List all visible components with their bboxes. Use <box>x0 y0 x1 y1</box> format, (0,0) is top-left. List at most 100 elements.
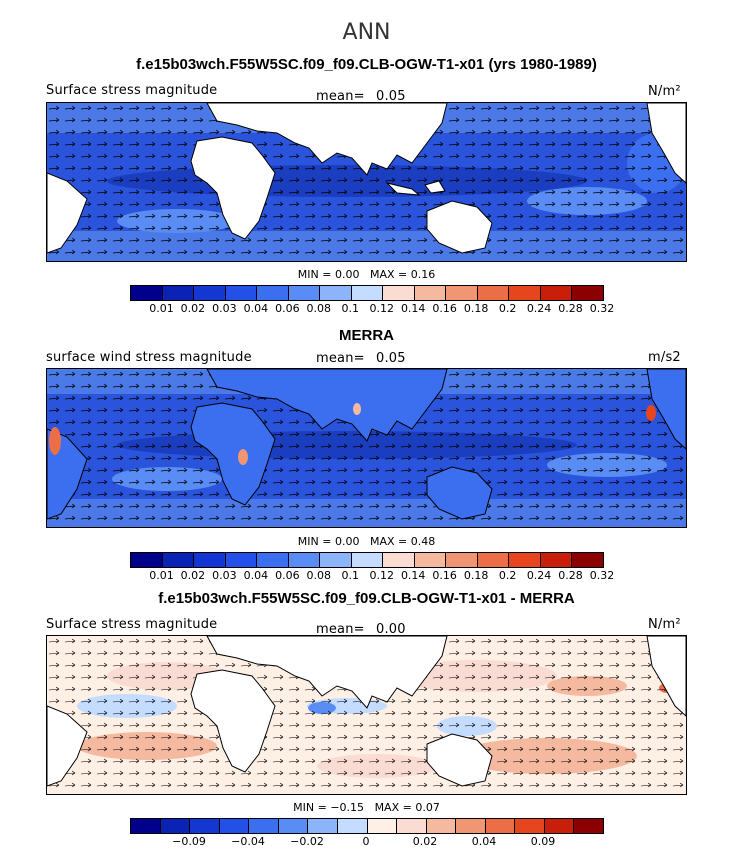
panel1-map <box>46 102 687 262</box>
colorbar-swatch <box>194 286 226 300</box>
australia-landmass <box>426 200 493 254</box>
colorbar-swatch <box>540 553 573 567</box>
colorbar-tick-label: 0.2 <box>498 569 517 582</box>
colorbar-swatch <box>477 553 510 567</box>
colorbar-swatch <box>367 819 398 833</box>
colorbar-swatch <box>131 553 163 567</box>
panel2-mean-label: mean= <box>316 351 365 366</box>
colorbar-swatch <box>426 819 457 833</box>
panel2-map <box>46 368 687 528</box>
panel2-min-label: MIN = <box>297 535 332 548</box>
colorbar-tick-label: 0.2 <box>498 302 517 315</box>
panel1-max-label: MAX = <box>369 268 408 281</box>
colorbar-tick-label: 0.1 <box>341 569 360 582</box>
colorbar-tick-label: 0.09 <box>530 835 556 848</box>
panel2-field-label: surface wind stress magnitude <box>46 350 252 365</box>
colorbar-tick-label: −0.09 <box>172 835 206 848</box>
panel3-min-value: −0.15 <box>330 801 365 814</box>
colorbar-tick-label: 0.32 <box>589 569 615 582</box>
colorbar-swatch <box>308 819 338 833</box>
panel1-title: f.e15b03wch.F55W5SC.f09_f09.CLB-OGW-T1-x… <box>136 56 597 73</box>
panel3-min-label: MIN = <box>293 801 327 814</box>
panel2-colorbar-ticks: 0.01 0.02 0.03 0.04 0.06 0.08 0.1 0.12 0.14 0.16 0… <box>130 569 614 583</box>
colorbar-tick-label: 0.03 <box>212 569 237 582</box>
colorbar-swatch <box>509 286 541 300</box>
colorbar-tick-label: 0.01 <box>149 569 174 582</box>
colorbar-swatch <box>446 553 478 567</box>
colorbar-swatch <box>397 819 427 833</box>
colorbar-tick-label: 0.16 <box>432 569 457 582</box>
colorbar-swatch <box>225 553 258 567</box>
colorbar-swatch <box>162 553 195 567</box>
panel1-colorbar-ticks: 0.01 0.02 0.03 0.04 0.06 0.08 0.1 0.12 0.14 0.16 0… <box>130 302 614 316</box>
colorbar-tick-label: 0.24 <box>526 302 552 315</box>
colorbar-swatch <box>477 286 510 300</box>
colorbar-tick-label: 0.02 <box>412 835 438 848</box>
panel3-map <box>46 635 687 795</box>
colorbar-tick-label: 0.06 <box>275 302 300 315</box>
colorbar-swatch <box>162 286 195 300</box>
colorbar-swatch <box>414 553 447 567</box>
colorbar-swatch <box>572 553 603 567</box>
panel2-title: MERRA <box>339 327 394 344</box>
colorbar-tick-label: 0.32 <box>589 302 615 315</box>
panel3-mean-value: 0.00 <box>376 622 406 637</box>
colorbar-swatch <box>446 286 478 300</box>
colorbar-swatch <box>540 286 573 300</box>
colorbar-swatch <box>219 819 250 833</box>
figure-title: ANN <box>342 20 391 45</box>
colorbar-swatch <box>160 819 191 833</box>
panel1-mean-value: 0.05 <box>376 89 406 104</box>
colorbar-tick-label: 0.08 <box>306 569 332 582</box>
colorbar-swatch <box>288 286 321 300</box>
colorbar-swatch <box>278 819 309 833</box>
colorbar-tick-label: 0.14 <box>400 302 426 315</box>
colorbar-tick-label: 0.03 <box>212 302 237 315</box>
colorbar-swatch <box>257 553 289 567</box>
panel1-min-value: 0.00 <box>334 268 360 281</box>
colorbar-swatch <box>515 819 545 833</box>
colorbar-tick-label: 0.14 <box>400 569 426 582</box>
panel3-max-value: 0.07 <box>415 801 440 814</box>
panel2-min-value: 0.00 <box>334 535 360 548</box>
eurasia-landmass <box>206 103 448 176</box>
colorbar-tick-label: 0.01 <box>149 302 174 315</box>
panel3-field-label: Surface stress magnitude <box>46 617 218 632</box>
colorbar-swatch <box>383 553 415 567</box>
colorbar-tick-label: 0.02 <box>180 569 206 582</box>
panel3-units: N/m² <box>648 617 681 632</box>
colorbar-tick-label: 0.04 <box>243 302 269 315</box>
colorbar-swatch <box>257 286 289 300</box>
panel1-min-label: MIN = <box>297 268 332 281</box>
colorbar-tick-label: −0.02 <box>290 835 324 848</box>
panel1-minmax: MIN = 0.00 MAX = 0.16 <box>0 268 733 281</box>
colorbar-tick-label: 0.28 <box>558 569 583 582</box>
colorbar-tick-label: 0.12 <box>369 302 394 315</box>
colorbar-swatch <box>320 286 352 300</box>
colorbar-swatch <box>225 286 258 300</box>
colorbar-tick-label: −0.04 <box>231 835 265 848</box>
colorbar-tick-label: 0.18 <box>463 569 489 582</box>
panel3-mean-label: mean= <box>316 622 365 637</box>
colorbar-swatch <box>572 286 603 300</box>
colorbar-swatch <box>351 286 384 300</box>
colorbar-tick-label: 0.28 <box>558 302 583 315</box>
panel2-units: m/s2 <box>648 350 681 365</box>
colorbar-tick-label: 0.04 <box>471 835 497 848</box>
colorbar-tick-label: 0 <box>362 835 370 848</box>
colorbar-swatch <box>544 819 575 833</box>
panel3-max-label: MAX = <box>374 801 412 814</box>
colorbar-swatch <box>509 553 541 567</box>
south-america-landmass <box>47 172 88 254</box>
panel2-max-value: 0.48 <box>410 535 436 548</box>
panel1-colorbar <box>130 285 604 301</box>
colorbar-swatch <box>337 819 368 833</box>
colorbar-swatch <box>131 286 163 300</box>
colorbar-tick-label: 0.02 <box>180 302 206 315</box>
colorbar-swatch <box>190 819 220 833</box>
panel3-colorbar <box>130 818 604 834</box>
colorbar-tick-label: 0.18 <box>463 302 489 315</box>
panel3-colorbar-ticks: −0.09 −0.04 −0.02 0 0.02 0.04 0.09 <box>130 835 602 849</box>
colorbar-tick-label: 0.04 <box>243 569 269 582</box>
colorbar-tick-label: 0.1 <box>341 302 360 315</box>
